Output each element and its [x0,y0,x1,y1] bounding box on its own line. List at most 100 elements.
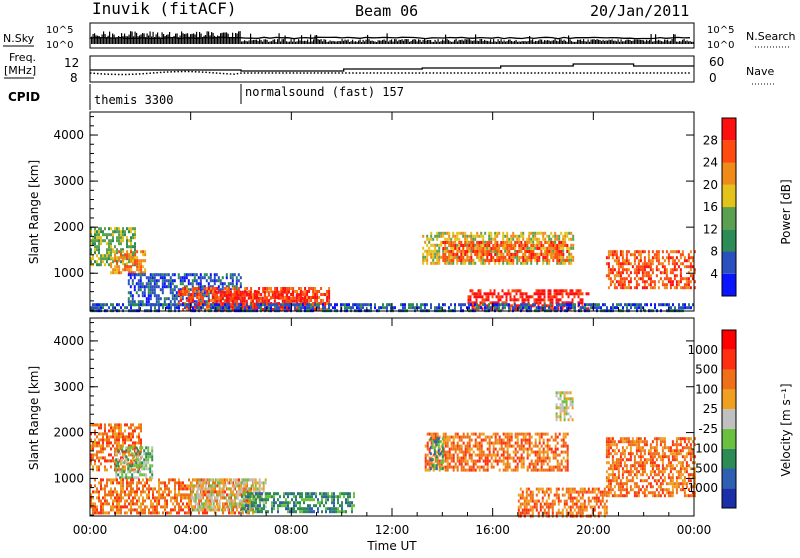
sky-bar [343,41,344,44]
velocity-cell [130,435,132,438]
power-cell [122,250,124,253]
power-cell [204,303,206,306]
velocity-cell [131,473,133,476]
power-colorbar-swatch [722,140,736,162]
sky-bar [456,39,457,44]
velocity-cell [128,493,130,496]
power-cell [362,306,364,309]
freq-left-label-2: [MHz] [4,64,36,77]
power-cell [502,247,504,250]
power-cell [240,297,242,300]
power-cell [298,287,300,290]
power-cell [570,289,572,292]
power-cell [608,253,610,256]
velocity-cell [188,478,190,481]
power-cell [630,262,632,265]
power-cell [498,232,500,235]
velocity-cell [104,432,106,435]
power-cell [480,247,482,250]
power-cell [386,303,388,306]
power-cell [508,262,510,265]
power-cell [626,259,628,262]
power-cell [480,244,482,247]
power-cell [108,242,110,245]
sky-bar [228,34,229,44]
power-cell [572,289,574,292]
power-cell [104,257,106,260]
power-cell [680,262,682,265]
velocity-cell [133,461,135,464]
power-cell [468,241,470,244]
velocity-cell [122,496,124,499]
power-cell [118,271,120,274]
power-cell [236,279,238,282]
velocity-cell [239,487,241,490]
power-cell [104,233,106,236]
power-cell [122,256,124,259]
power-cell [242,306,244,309]
velocity-cell [217,493,219,496]
velocity-cell [130,499,132,502]
power-cell [626,256,628,259]
power-cell [474,292,476,295]
power-cell [522,247,524,250]
power-cell [668,256,670,259]
power-cell [560,250,562,253]
power-cell [642,274,644,277]
power-cell [568,295,570,298]
power-cell [156,285,158,288]
power-cell [674,277,676,280]
power-cell [174,294,176,297]
sky-bar [582,41,583,44]
velocity-cell [193,484,195,487]
velocity-cell [143,467,145,470]
sky-bar [277,39,278,44]
power-cell [506,262,508,265]
sky-bar [262,42,263,44]
velocity-cell [94,511,96,514]
power-cell [518,259,520,262]
power-cell [516,238,518,241]
power-cell [456,232,458,235]
velocity-cell [152,511,154,514]
power-cell [480,289,482,292]
power-cell [666,274,668,277]
power-cell [124,253,126,256]
power-cell [478,306,480,309]
power-cell [448,253,450,256]
power-cell [124,256,126,259]
power-cell [324,306,326,309]
velocity-cell [255,498,257,501]
power-cell [188,296,190,299]
velocity-cell [146,493,148,496]
sky-bar [474,40,475,44]
power-cell [670,271,672,274]
velocity-cell [231,505,233,508]
sky-bar [363,40,364,44]
power-cell [192,279,194,282]
velocity-cell [217,490,219,493]
power-cell [92,303,94,306]
sky-bar [384,39,385,44]
velocity-cell [120,423,122,426]
power-cell [220,294,222,297]
power-cell [132,256,134,259]
power-cell [548,247,550,250]
power-colorbar-swatch [722,163,736,185]
power-cell [488,235,490,238]
power-cell [538,259,540,262]
power-cell [232,300,234,303]
power-cell [542,244,544,247]
power-cell [128,291,130,294]
power-cell [608,250,610,253]
velocity-cell [106,502,108,505]
velocity-cell [213,484,215,487]
velocity-cell [245,484,247,487]
sky-bar [547,40,548,44]
velocity-cell [188,511,190,514]
velocity-cell [138,423,140,426]
power-cell [156,279,158,282]
power-cell [108,245,110,248]
power-cell [212,290,214,293]
velocity-cell [100,432,102,435]
